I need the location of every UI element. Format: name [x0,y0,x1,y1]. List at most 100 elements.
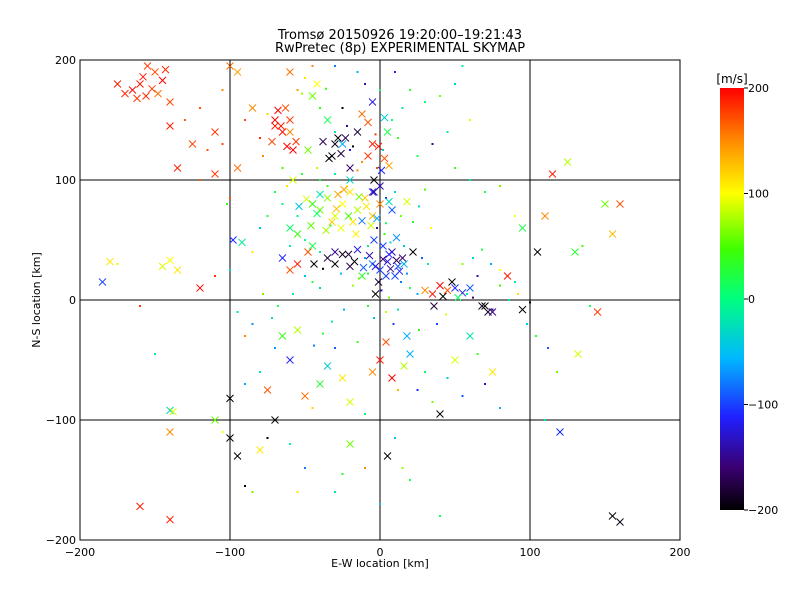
point-marker-x [196,284,204,292]
point-marker-dot [319,287,321,289]
point-marker-x [286,356,294,364]
point-marker-dot [424,371,426,373]
point-marker-x [451,356,459,364]
point-marker-dot [374,133,377,136]
point-marker-x [151,68,159,76]
point-marker-dot [461,65,464,67]
point-marker-dot [431,401,434,403]
point-marker-x [323,362,332,370]
point-marker-dot [199,107,201,109]
point-marker-x [358,216,366,225]
point-marker-dot [334,491,336,493]
point-marker-x [166,256,174,265]
point-marker-dot [356,71,359,73]
point-marker-x [350,257,359,266]
point-marker-x [338,200,347,208]
point-marker-dot [221,431,224,433]
point-marker-dot [409,287,411,289]
point-marker-x [308,242,317,250]
point-marker-x [340,185,348,194]
point-marker-dot [484,191,486,193]
point-marker-x [121,89,129,98]
point-marker-dot [439,95,441,97]
point-marker-x [139,72,147,81]
point-marker-dot [251,251,254,253]
point-marker-x [394,262,402,271]
point-marker-x [361,194,369,202]
point-marker-x [383,257,392,266]
point-marker-dot [430,227,432,229]
point-marker-dot [214,275,216,277]
point-marker-x [409,248,417,256]
point-marker-dot [296,89,299,91]
point-marker-x [323,254,332,262]
point-marker-dot [544,419,546,421]
point-marker-x [376,182,384,190]
colorbar-label: [m/s] [716,72,747,86]
point-marker-x [283,142,291,151]
point-marker-dot [394,437,396,439]
point-marker-dot [581,245,584,247]
point-marker-x [106,257,114,266]
point-marker-dot [446,131,449,133]
point-marker-dot [226,203,228,205]
point-marker-dot [184,119,186,121]
point-marker-x [169,407,177,416]
point-marker-x [368,212,377,220]
point-marker-x [166,122,174,130]
point-marker-x [328,218,336,226]
point-marker-x [403,332,411,340]
point-marker-x [548,170,557,178]
point-marker-x [593,308,602,316]
point-marker-x [346,164,354,172]
x-tick-label: 0 [377,546,384,559]
point-marker-x [304,248,312,256]
point-marker-x [383,128,392,136]
point-marker-x [188,140,197,148]
point-marker-x [488,308,497,316]
point-marker-dot [421,257,423,259]
point-marker-x [158,76,167,85]
point-marker-dot [341,107,344,109]
point-marker-dot [322,332,324,335]
point-marker-x [292,137,300,146]
point-marker-x [332,204,341,213]
point-marker-x [388,374,396,382]
y-tick-label: 200 [55,54,76,67]
point-marker-dot [259,137,261,139]
point-marker-x [233,68,242,76]
point-marker-dot [416,155,419,157]
point-marker-x [161,65,170,74]
point-marker-dot [116,263,119,265]
point-marker-x [398,254,407,262]
point-marker-x [376,266,384,274]
point-marker-x [436,281,444,290]
point-marker-dot [356,341,359,343]
point-marker-dot [446,377,449,379]
point-marker-dot [244,383,246,385]
point-marker-dot [385,222,387,225]
x-tick-label: 100 [520,546,541,559]
point-marker-dot [358,277,360,280]
point-marker-x [563,158,572,166]
point-marker-x [436,410,444,418]
point-marker-x [307,221,315,230]
point-marker-dot [476,275,479,277]
point-marker-dot [221,143,224,145]
point-marker-x [616,200,624,208]
point-marker-dot [418,205,420,208]
point-marker-dot [490,263,492,265]
point-marker-x [346,398,354,406]
point-marker-x [310,260,318,268]
point-marker-dot [397,137,399,139]
point-marker-dot [454,167,456,169]
point-marker-x [304,146,312,154]
point-marker-x [380,154,389,163]
point-marker-x [302,195,311,204]
point-marker-dot [296,491,299,493]
point-marker-x [377,166,386,175]
colorbar-tick-label: −100 [748,399,778,412]
point-marker-dot [481,248,483,251]
point-marker-dot [424,101,426,103]
point-marker-dot [556,371,558,373]
